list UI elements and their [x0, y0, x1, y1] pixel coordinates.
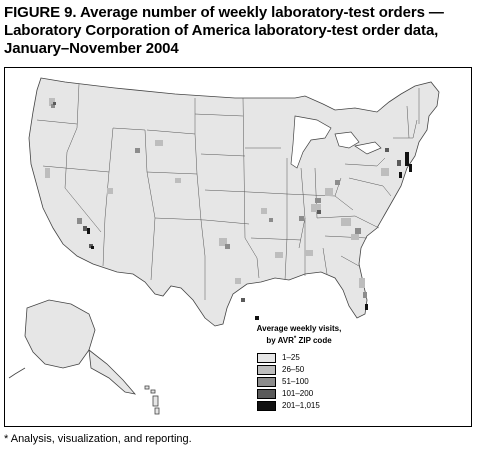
- legend-list: 1–25 26–50 51–100 101–200 201–1,015: [257, 352, 357, 412]
- figure-title-line-1: FIGURE 9. Average number of weekly labor…: [4, 4, 444, 21]
- zip-code-density-shading: [45, 98, 412, 320]
- footnote: * Analysis, visualization, and reporting…: [4, 433, 192, 445]
- alaska-outline: [24, 299, 137, 395]
- legend-title: Average weekly visits, by AVR* ZIP code: [241, 324, 357, 346]
- legend-label: 51–100: [282, 377, 309, 386]
- legend-item: 26–50: [257, 364, 357, 376]
- legend-swatch: [257, 365, 276, 375]
- legend-label: 201–1,015: [282, 401, 320, 410]
- legend-swatch: [257, 389, 276, 399]
- figure-title: FIGURE 9. Average number of weekly labor…: [4, 4, 484, 58]
- legend-title-prefix: by AVR: [266, 336, 294, 345]
- legend-title-suffix: ZIP code: [296, 336, 332, 345]
- hawaii-outline: [144, 385, 160, 415]
- legend-title-line-2: by AVR* ZIP code: [241, 334, 357, 346]
- legend-swatch: [257, 353, 276, 363]
- map-frame: Average weekly visits, by AVR* ZIP code …: [4, 67, 472, 427]
- legend-swatch: [257, 401, 276, 411]
- contiguous-us-outline: [28, 77, 440, 327]
- legend-item: 51–100: [257, 376, 357, 388]
- legend-title-line-1: Average weekly visits,: [256, 324, 342, 333]
- legend-label: 101–200: [282, 389, 314, 398]
- legend-item: 1–25: [257, 352, 357, 364]
- great-lakes: [290, 115, 382, 169]
- state-borders: [36, 83, 420, 300]
- legend-item: 101–200: [257, 388, 357, 400]
- us-choropleth-map: [8, 77, 440, 415]
- legend-item: 201–1,015: [257, 400, 357, 412]
- legend-title-sup: *: [293, 336, 297, 342]
- legend-label: 26–50: [282, 365, 305, 374]
- legend-label: 1–25: [282, 353, 300, 362]
- map-legend: Average weekly visits, by AVR* ZIP code …: [241, 324, 357, 412]
- figure-title-line-3: January–November 2004: [4, 40, 179, 57]
- figure-title-line-2: Laboratory Corporation of America labora…: [4, 22, 439, 39]
- legend-swatch: [257, 377, 276, 387]
